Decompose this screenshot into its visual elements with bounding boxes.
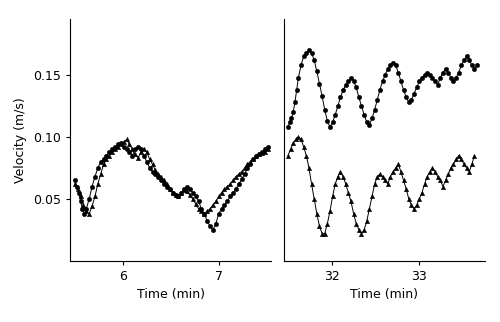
Y-axis label: Velocity (m/s): Velocity (m/s): [14, 97, 28, 183]
X-axis label: Time (min): Time (min): [350, 289, 418, 301]
X-axis label: Time (min): Time (min): [136, 289, 204, 301]
